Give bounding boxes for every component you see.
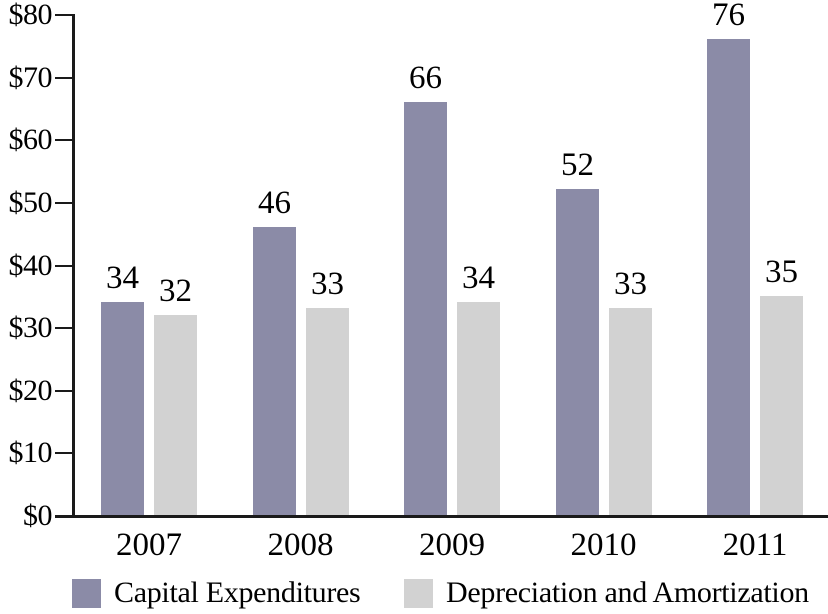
bar-capital-expenditures-2008: [253, 227, 296, 515]
x-axis-label-2010: 2010: [570, 527, 637, 563]
bar-depreciation-and-amortization-2007: [154, 315, 197, 515]
y-tick--10: [55, 452, 72, 454]
x-axis-label-2011: 2011: [722, 527, 788, 563]
bar-depreciation-and-amortization-2011: [760, 296, 803, 515]
legend-swatch-capital-expenditures: [72, 579, 101, 608]
y-tick--60: [55, 139, 72, 141]
value-label-capital-expenditures-2011: 76: [712, 0, 745, 33]
y-tick-label--0: $0: [23, 499, 53, 532]
value-label-depreciation-and-amortization-2010: 33: [614, 266, 647, 302]
value-label-depreciation-and-amortization-2011: 35: [765, 254, 798, 290]
y-tick-label--20: $20: [8, 374, 53, 407]
y-axis-line: [72, 14, 75, 518]
y-tick--80: [55, 14, 72, 16]
legend-label-capital-expenditures: Capital Expenditures: [114, 576, 361, 609]
y-tick-label--10: $10: [8, 436, 53, 469]
bar-depreciation-and-amortization-2008: [306, 308, 349, 515]
x-axis-line: [55, 515, 828, 518]
y-tick-label--80: $80: [8, 0, 53, 31]
x-axis-label-2008: 2008: [267, 527, 334, 563]
bar-depreciation-and-amortization-2009: [457, 302, 500, 515]
y-tick--70: [55, 77, 72, 79]
x-axis-label-2007: 2007: [116, 527, 182, 563]
y-tick-label--60: $60: [8, 123, 53, 156]
value-label-depreciation-and-amortization-2008: 33: [311, 266, 344, 302]
y-tick--40: [55, 265, 72, 267]
bar-capital-expenditures-2011: [707, 39, 750, 515]
legend-label-depreciation-and-amortization: Depreciation and Amortization: [446, 576, 809, 609]
legend-swatch-depreciation-and-amortization: [404, 579, 433, 608]
value-label-depreciation-and-amortization-2009: 34: [462, 260, 495, 296]
y-tick-label--70: $70: [8, 61, 53, 94]
y-tick--50: [55, 202, 72, 204]
bar-capital-expenditures-2009: [404, 102, 447, 515]
bar-capital-expenditures-2007: [101, 302, 144, 515]
value-label-capital-expenditures-2008: 46: [258, 185, 291, 221]
value-label-capital-expenditures-2007: 34: [106, 260, 139, 296]
bar-capital-expenditures-2010: [556, 189, 599, 515]
x-axis-label-2009: 2009: [419, 527, 485, 563]
bar-depreciation-and-amortization-2010: [609, 308, 652, 515]
y-tick-label--30: $30: [8, 311, 53, 344]
value-label-depreciation-and-amortization-2007: 32: [159, 273, 192, 309]
y-tick-label--50: $50: [8, 186, 53, 219]
value-label-capital-expenditures-2010: 52: [561, 147, 594, 183]
y-tick-label--40: $40: [8, 249, 53, 282]
y-tick--20: [55, 390, 72, 392]
value-label-capital-expenditures-2009: 66: [409, 60, 442, 96]
y-tick--0: [55, 515, 72, 517]
y-tick--30: [55, 327, 72, 329]
